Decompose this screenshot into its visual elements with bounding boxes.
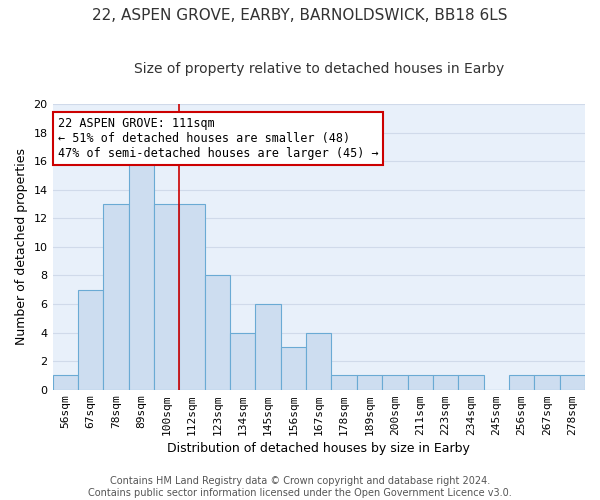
Bar — [433, 376, 458, 390]
Bar — [509, 376, 534, 390]
Bar — [230, 332, 256, 390]
X-axis label: Distribution of detached houses by size in Earby: Distribution of detached houses by size … — [167, 442, 470, 455]
Bar — [78, 290, 103, 390]
Bar — [306, 332, 331, 390]
Bar — [103, 204, 128, 390]
Bar — [331, 376, 357, 390]
Text: 22 ASPEN GROVE: 111sqm
← 51% of detached houses are smaller (48)
47% of semi-det: 22 ASPEN GROVE: 111sqm ← 51% of detached… — [58, 117, 379, 160]
Text: Contains HM Land Registry data © Crown copyright and database right 2024.
Contai: Contains HM Land Registry data © Crown c… — [88, 476, 512, 498]
Text: 22, ASPEN GROVE, EARBY, BARNOLDSWICK, BB18 6LS: 22, ASPEN GROVE, EARBY, BARNOLDSWICK, BB… — [92, 8, 508, 22]
Bar — [179, 204, 205, 390]
Bar — [53, 376, 78, 390]
Bar — [357, 376, 382, 390]
Title: Size of property relative to detached houses in Earby: Size of property relative to detached ho… — [134, 62, 504, 76]
Bar — [205, 276, 230, 390]
Bar — [407, 376, 433, 390]
Bar — [560, 376, 585, 390]
Bar — [281, 347, 306, 390]
Bar — [154, 204, 179, 390]
Y-axis label: Number of detached properties: Number of detached properties — [15, 148, 28, 346]
Bar — [128, 147, 154, 390]
Bar — [458, 376, 484, 390]
Bar — [534, 376, 560, 390]
Bar — [256, 304, 281, 390]
Bar — [382, 376, 407, 390]
